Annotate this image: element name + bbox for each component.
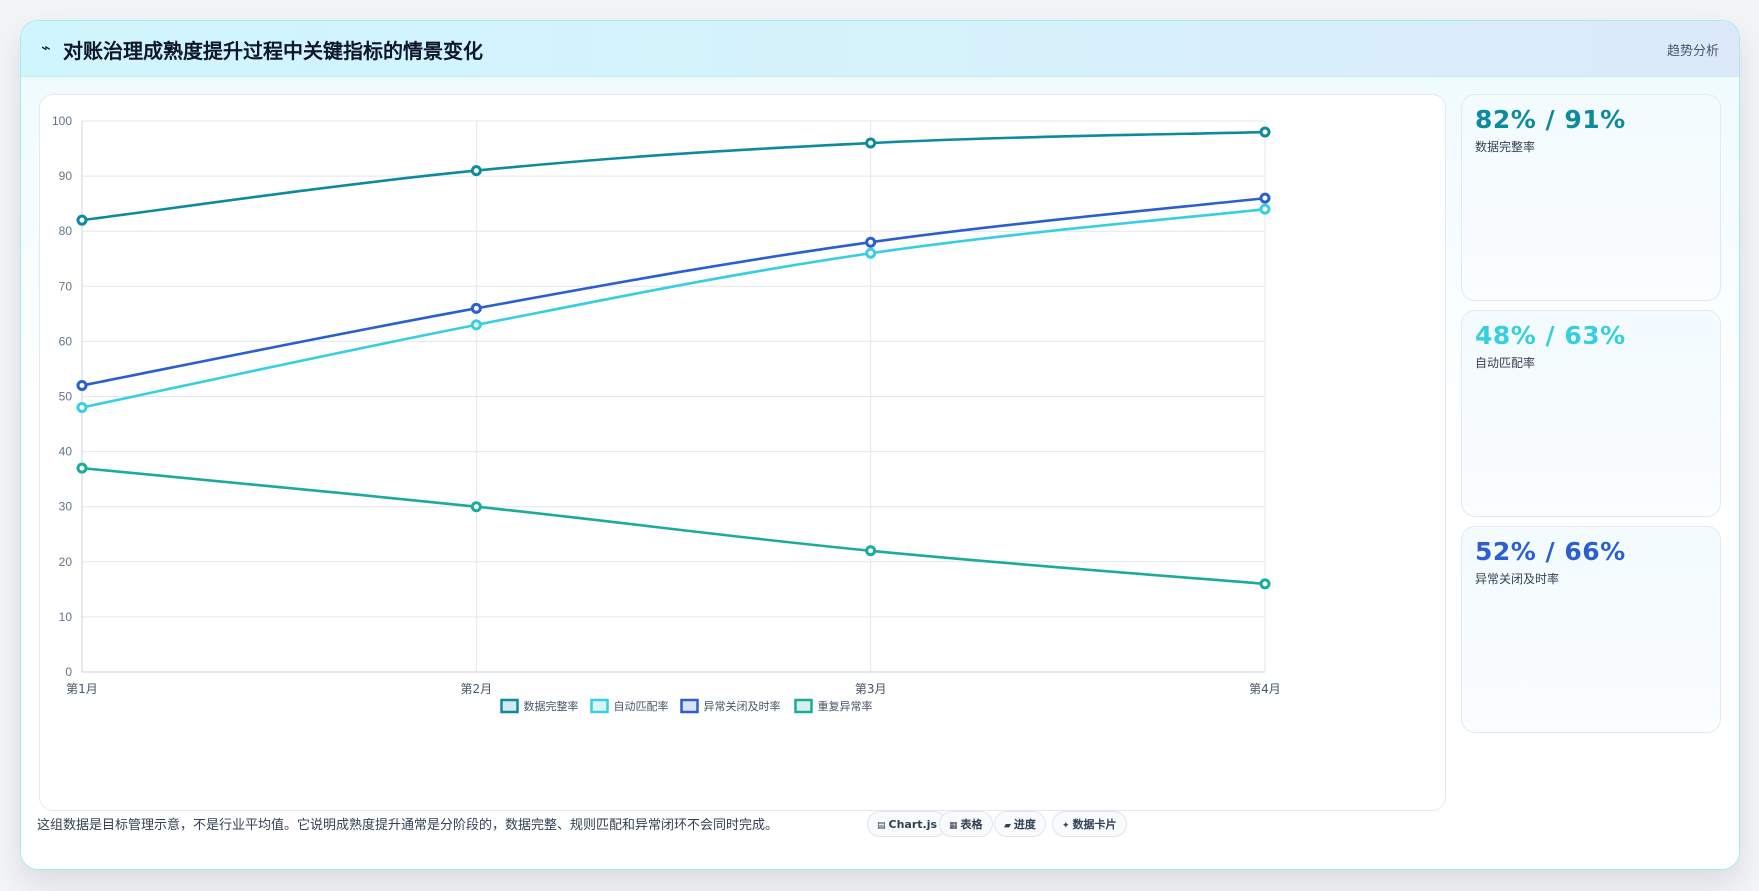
progress-icon: ▰	[1004, 821, 1011, 831]
chartjs-button[interactable]: ▤ Chart.js	[867, 811, 948, 837]
legend-label: 数据完整率	[524, 699, 579, 713]
metric-card-close-rate: 52% / 66% 异常关闭及时率	[1461, 526, 1721, 733]
metric-value: 48% / 63%	[1475, 321, 1626, 350]
legend-swatch	[590, 698, 609, 714]
metric-label: 数据完整率	[1475, 140, 1536, 154]
header-tag: 趋势分析	[1666, 44, 1719, 59]
footnote: 这组数据是目标管理示意，不是行业平均值。它说明成熟度提升通常是分阶段的，数据完整…	[37, 818, 779, 833]
y-tick-label: 90	[59, 169, 73, 183]
series-line	[80, 207, 1267, 409]
y-tick-label: 70	[59, 279, 73, 293]
legend-item[interactable]: 重复异常率	[794, 698, 873, 714]
table-icon: ▦	[949, 821, 958, 831]
data-point	[470, 302, 482, 314]
data-point	[470, 319, 482, 331]
y-tick-label: 60	[59, 334, 73, 348]
legend-label: 自动匹配率	[614, 699, 669, 713]
table-button-label: 表格	[960, 818, 983, 831]
legend-swatch	[500, 698, 519, 714]
metric-value: 52% / 66%	[1475, 537, 1626, 566]
metric-label: 异常关闭及时率	[1475, 572, 1560, 586]
legend-swatch	[680, 698, 699, 714]
data-point	[865, 137, 877, 149]
data-point	[1259, 203, 1271, 215]
trend-icon: ⌁	[41, 38, 51, 57]
data-point	[76, 379, 88, 391]
data-point	[865, 247, 877, 259]
progress-button[interactable]: ▰ 进度	[994, 811, 1046, 837]
x-tick-label: 第4月	[1249, 682, 1281, 696]
legend-swatch	[794, 698, 813, 714]
y-tick-label: 0	[65, 665, 72, 679]
series-line	[80, 196, 1267, 387]
chart-panel: 0 10 20 30 40 50 60 70 80 90 100 第1月 第2月 第3月 第4月数据完整率 自…	[39, 94, 1446, 811]
legend-label: 异常关闭及时率	[704, 699, 781, 713]
series-line	[80, 130, 1267, 222]
series-line	[80, 466, 1267, 586]
card-body: 0 10 20 30 40 50 60 70 80 90 100 第1月 第2月 第3月 第4月 数据完整率自…	[21, 77, 1739, 869]
chart-card: ⌁ 对账治理成熟度提升过程中关键指标的情景变化 趋势分析 0 10 20 30 40 50…	[20, 20, 1740, 870]
data-point	[1259, 578, 1271, 590]
card-header: ⌁ 对账治理成熟度提升过程中关键指标的情景变化 趋势分析	[21, 21, 1739, 77]
x-tick-label: 第2月	[461, 682, 493, 696]
metric-value: 82% / 91%	[1475, 105, 1626, 134]
y-tick-label: 100	[52, 114, 72, 128]
y-tick-label: 40	[59, 445, 73, 459]
data-point	[1259, 192, 1271, 204]
data-card-button[interactable]: ✦ 数据卡片	[1052, 811, 1127, 837]
sparkle-icon: ✦	[1062, 821, 1070, 831]
y-tick-label: 50	[59, 390, 73, 404]
data-point	[1259, 126, 1271, 138]
data-point	[865, 545, 877, 557]
x-tick-label: 第3月	[855, 682, 887, 696]
page-title: 对账治理成熟度提升过程中关键指标的情景变化	[63, 39, 483, 63]
y-tick-label: 20	[59, 555, 73, 569]
y-tick-label: 80	[59, 224, 73, 238]
chart-icon: ▤	[877, 821, 886, 831]
data-point	[470, 165, 482, 177]
legend-item[interactable]: 异常关闭及时率	[680, 698, 781, 714]
legend-item[interactable]: 自动匹配率	[590, 698, 669, 714]
metric-label: 自动匹配率	[1475, 356, 1536, 370]
progress-button-label: 进度	[1013, 818, 1036, 831]
data-point	[470, 501, 482, 513]
legend-item[interactable]: 数据完整率	[500, 698, 579, 714]
x-tick-label: 第1月	[66, 682, 98, 696]
metric-card-auto-match: 48% / 63% 自动匹配率	[1461, 310, 1721, 517]
metric-card-completeness: 82% / 91% 数据完整率	[1461, 94, 1721, 301]
chartjs-button-label: Chart.js	[888, 818, 938, 831]
data-point	[865, 236, 877, 248]
y-tick-label: 30	[59, 500, 73, 514]
data-card-button-label: 数据卡片	[1072, 818, 1117, 831]
data-point	[76, 402, 88, 414]
data-point	[76, 462, 88, 474]
legend-label: 重复异常率	[818, 699, 873, 713]
data-point	[76, 214, 88, 226]
y-tick-label: 10	[59, 610, 73, 624]
table-button[interactable]: ▦ 表格	[939, 811, 993, 837]
